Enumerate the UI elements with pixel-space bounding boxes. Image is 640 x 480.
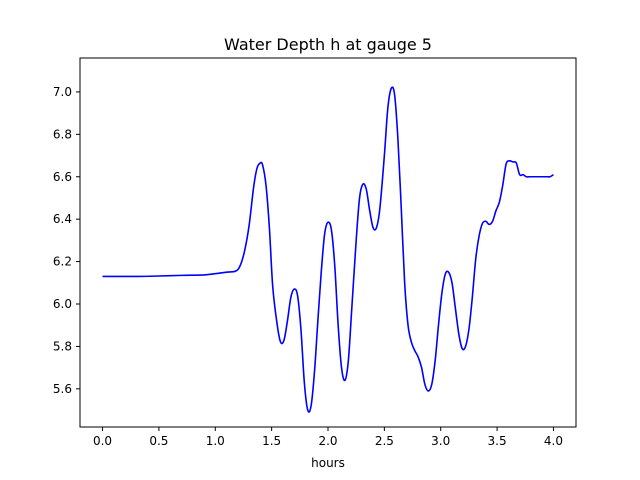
y-tick-label: 6.8	[53, 127, 72, 141]
x-tick-label: 2.5	[375, 434, 394, 448]
x-tick-label: 4.0	[544, 434, 563, 448]
x-tick-label: 2.0	[318, 434, 337, 448]
x-tick-label: 0.0	[93, 434, 112, 448]
x-tick-label: 1.0	[206, 434, 225, 448]
plot-area	[102, 86, 554, 413]
y-tick-label: 5.8	[53, 339, 72, 353]
x-tick-label: 0.5	[149, 434, 168, 448]
y-tick-label: 6.0	[53, 297, 72, 311]
x-tick-label: 1.5	[262, 434, 281, 448]
series-line-water-depth	[102, 86, 554, 413]
y-tick-label: 7.0	[53, 85, 72, 99]
y-axis-ticks: 5.6 5.8 6.0 6.2 6.4 6.6 6.8 7.0	[53, 85, 80, 396]
y-tick-label: 6.2	[53, 255, 72, 269]
x-axis-ticks: 0.0 0.5 1.0 1.5 2.0 2.5 3.0 3.5 4.0	[93, 427, 563, 448]
chart-title: Water Depth h at gauge 5	[224, 35, 432, 54]
x-tick-label: 3.5	[488, 434, 507, 448]
x-tick-label: 3.0	[431, 434, 450, 448]
x-axis-label: hours	[311, 456, 345, 470]
y-tick-label: 6.4	[53, 212, 72, 226]
axes-frame	[79, 57, 577, 428]
y-tick-label: 6.6	[53, 170, 72, 184]
y-tick-label: 5.6	[53, 382, 72, 396]
